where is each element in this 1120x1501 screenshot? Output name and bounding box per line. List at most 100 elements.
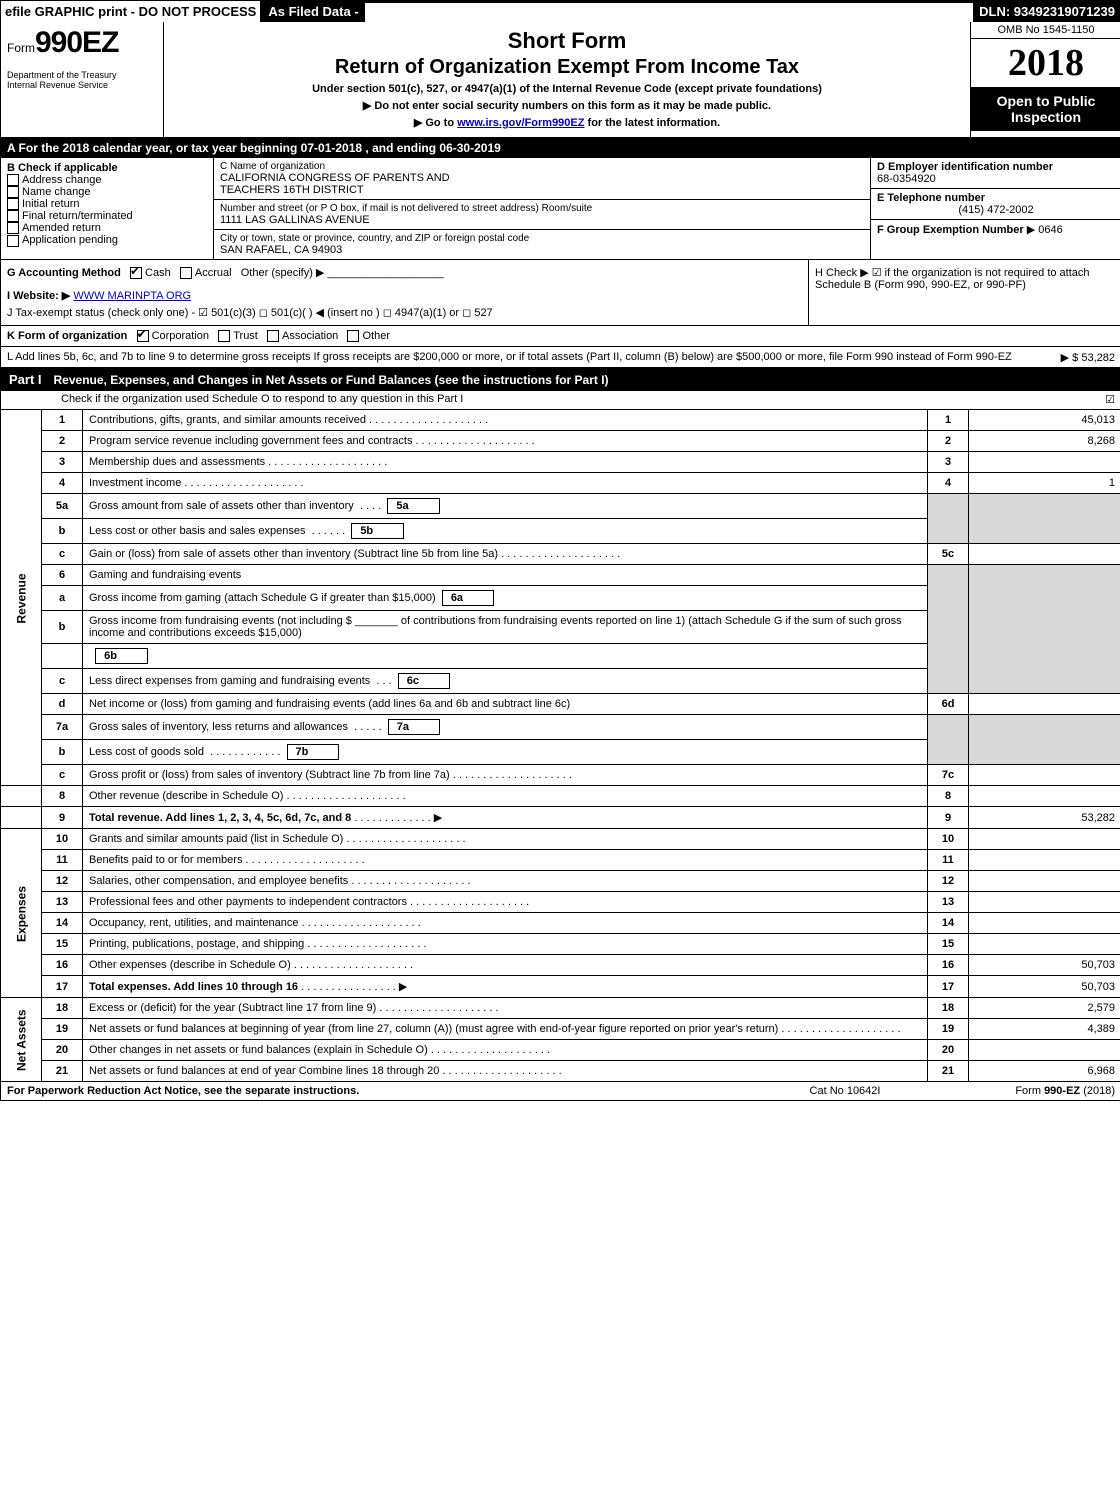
- footer: For Paperwork Reduction Act Notice, see …: [1, 1082, 1120, 1100]
- dln: DLN: 93492319071239: [973, 1, 1120, 22]
- check-address[interactable]: Address change: [7, 174, 207, 186]
- dept-treasury: Department of the Treasury Internal Reve…: [7, 70, 157, 90]
- section-b: B Check if applicable Address change Nam…: [1, 158, 214, 259]
- group-label: F Group Exemption Number: [877, 224, 1024, 236]
- main-title: Return of Organization Exempt From Incom…: [172, 56, 962, 79]
- year-box: OMB No 1545-1150 2018 Open to Public Ins…: [970, 22, 1120, 137]
- section-c: C Name of organization CALIFORNIA CONGRE…: [214, 158, 870, 259]
- form-org-label: K Form of organization: [7, 330, 127, 342]
- tax-exempt-status: J Tax-exempt status (check only one) - ☑…: [7, 306, 802, 319]
- line-9-desc: Total revenue. Add lines 1, 2, 3, 4, 5c,…: [83, 807, 928, 829]
- line-1-amount: 45,013: [969, 410, 1120, 431]
- street-label: Number and street (or P O box, if mail i…: [220, 203, 864, 214]
- form-990ez-page: efile GRAPHIC print - DO NOT PROCESS As …: [0, 0, 1120, 1101]
- section-d: D Employer identification number 68-0354…: [870, 158, 1120, 259]
- efile-notice: efile GRAPHIC print - DO NOT PROCESS: [1, 1, 262, 22]
- line-15-desc: Printing, publications, postage, and shi…: [83, 934, 928, 955]
- check-corp[interactable]: [137, 330, 149, 342]
- line-12-desc: Salaries, other compensation, and employ…: [83, 871, 928, 892]
- ssn-notice: ▶ Do not enter social security numbers o…: [172, 99, 962, 112]
- line-18-desc: Excess or (deficit) for the year (Subtra…: [83, 998, 928, 1019]
- line-5b: Less cost or other basis and sales expen…: [83, 519, 928, 544]
- line-13-desc: Professional fees and other payments to …: [83, 892, 928, 913]
- line-l-amount: ▶ $ 53,282: [1061, 351, 1115, 364]
- check-final[interactable]: Final return/terminated: [7, 210, 207, 222]
- check-amended[interactable]: Amended return: [7, 222, 207, 234]
- org-name-1: CALIFORNIA CONGRESS OF PARENTS AND: [220, 172, 864, 184]
- line-14-desc: Occupancy, rent, utilities, and maintena…: [83, 913, 928, 934]
- check-accrual[interactable]: [180, 267, 192, 279]
- check-assoc[interactable]: [267, 330, 279, 342]
- tax-year-end: 06-30-2019: [439, 141, 500, 155]
- line-16-amount: 50,703: [969, 955, 1120, 976]
- line-4-desc: Investment income: [83, 473, 928, 494]
- line-2-desc: Program service revenue including govern…: [83, 431, 928, 452]
- accounting-other: Other (specify) ▶: [241, 267, 325, 279]
- line-6-desc: Gaming and fundraising events: [83, 565, 928, 586]
- part-1-table: Revenue 1 Contributions, gifts, grants, …: [1, 410, 1120, 1082]
- line-7a: Gross sales of inventory, less returns a…: [83, 715, 928, 740]
- line-1-desc: Contributions, gifts, grants, and simila…: [83, 410, 928, 431]
- section-b-title: B Check if applicable: [7, 162, 207, 174]
- part-1-title: Revenue, Expenses, and Changes in Net As…: [54, 373, 609, 387]
- short-form-title: Short Form: [172, 28, 962, 54]
- line-3-desc: Membership dues and assessments: [83, 452, 928, 473]
- cat-no: Cat No 10642I: [755, 1085, 935, 1097]
- form-prefix: Form: [7, 41, 35, 55]
- line-11-desc: Benefits paid to or for members: [83, 850, 928, 871]
- schedule-o-check: ☑: [1105, 393, 1115, 406]
- check-trust[interactable]: [218, 330, 230, 342]
- revenue-side-label: Revenue: [1, 410, 42, 786]
- line-17-amount: 50,703: [969, 976, 1120, 998]
- row-k: K Form of organization Corporation Trust…: [1, 326, 1120, 347]
- line-17-desc: Total expenses. Add lines 10 through 16 …: [83, 976, 928, 998]
- phone-label: E Telephone number: [877, 192, 1115, 204]
- part-1-sub: Check if the organization used Schedule …: [1, 391, 1120, 410]
- form-number-box: Form990EZ Department of the Treasury Int…: [1, 22, 164, 137]
- line-21-amount: 6,968: [969, 1061, 1120, 1082]
- line-2-amount: 8,268: [969, 431, 1120, 452]
- row-g-h: G Accounting Method Cash Accrual Other (…: [1, 260, 1120, 326]
- website-link[interactable]: WWW MARINPTA ORG: [73, 290, 191, 302]
- as-filed: As Filed Data -: [262, 1, 364, 22]
- check-cash[interactable]: [130, 267, 142, 279]
- tax-year-begin: 07-01-2018: [301, 141, 362, 155]
- goto-notice: ▶ Go to www.irs.gov/Form990EZ for the la…: [172, 116, 962, 129]
- line-6d-desc: Net income or (loss) from gaming and fun…: [83, 694, 928, 715]
- city-label: City or town, state or province, country…: [220, 233, 864, 244]
- line-6a: Gross income from gaming (attach Schedul…: [83, 586, 928, 611]
- line-6c: Less direct expenses from gaming and fun…: [83, 669, 928, 694]
- line-8-desc: Other revenue (describe in Schedule O): [83, 786, 928, 807]
- street-address: 1111 LAS GALLINAS AVENUE: [220, 214, 864, 226]
- paperwork-notice: For Paperwork Reduction Act Notice, see …: [7, 1085, 755, 1097]
- section-h: H Check ▶ ☑ if the organization is not r…: [808, 260, 1120, 325]
- line-20-desc: Other changes in net assets or fund bala…: [83, 1040, 928, 1061]
- check-initial[interactable]: Initial return: [7, 198, 207, 210]
- subtitle: Under section 501(c), 527, or 4947(a)(1)…: [172, 83, 962, 95]
- netassets-side-label: Net Assets: [1, 998, 42, 1082]
- check-pending[interactable]: Application pending: [7, 234, 207, 246]
- group-value: ▶ 0646: [1027, 224, 1063, 236]
- title-box: Short Form Return of Organization Exempt…: [164, 22, 970, 137]
- line-7c-desc: Gross profit or (loss) from sales of inv…: [83, 765, 928, 786]
- line-6b-box: 6b: [83, 644, 928, 669]
- open-to-public: Open to Public Inspection: [971, 87, 1120, 131]
- irs-link[interactable]: www.irs.gov/Form990EZ: [457, 117, 584, 129]
- line-10-desc: Grants and similar amounts paid (list in…: [83, 829, 928, 850]
- check-name[interactable]: Name change: [7, 186, 207, 198]
- check-other[interactable]: [347, 330, 359, 342]
- line-3-amount: [969, 452, 1120, 473]
- omb-number: OMB No 1545-1150: [971, 22, 1120, 39]
- line-19-desc: Net assets or fund balances at beginning…: [83, 1019, 928, 1040]
- line-5c-desc: Gain or (loss) from sale of assets other…: [83, 544, 928, 565]
- accounting-method-label: G Accounting Method: [7, 267, 121, 279]
- phone-value: (415) 472-2002: [877, 204, 1115, 216]
- top-bar: efile GRAPHIC print - DO NOT PROCESS As …: [1, 1, 1120, 22]
- section-bcd: B Check if applicable Address change Nam…: [1, 158, 1120, 260]
- line-21-desc: Net assets or fund balances at end of ye…: [83, 1061, 928, 1082]
- line-9-amount: 53,282: [969, 807, 1120, 829]
- line-4-amount: 1: [969, 473, 1120, 494]
- part-1-label: Part I: [9, 372, 42, 387]
- form-number: 990EZ: [35, 26, 118, 59]
- line-a: A For the 2018 calendar year, or tax yea…: [1, 138, 1120, 158]
